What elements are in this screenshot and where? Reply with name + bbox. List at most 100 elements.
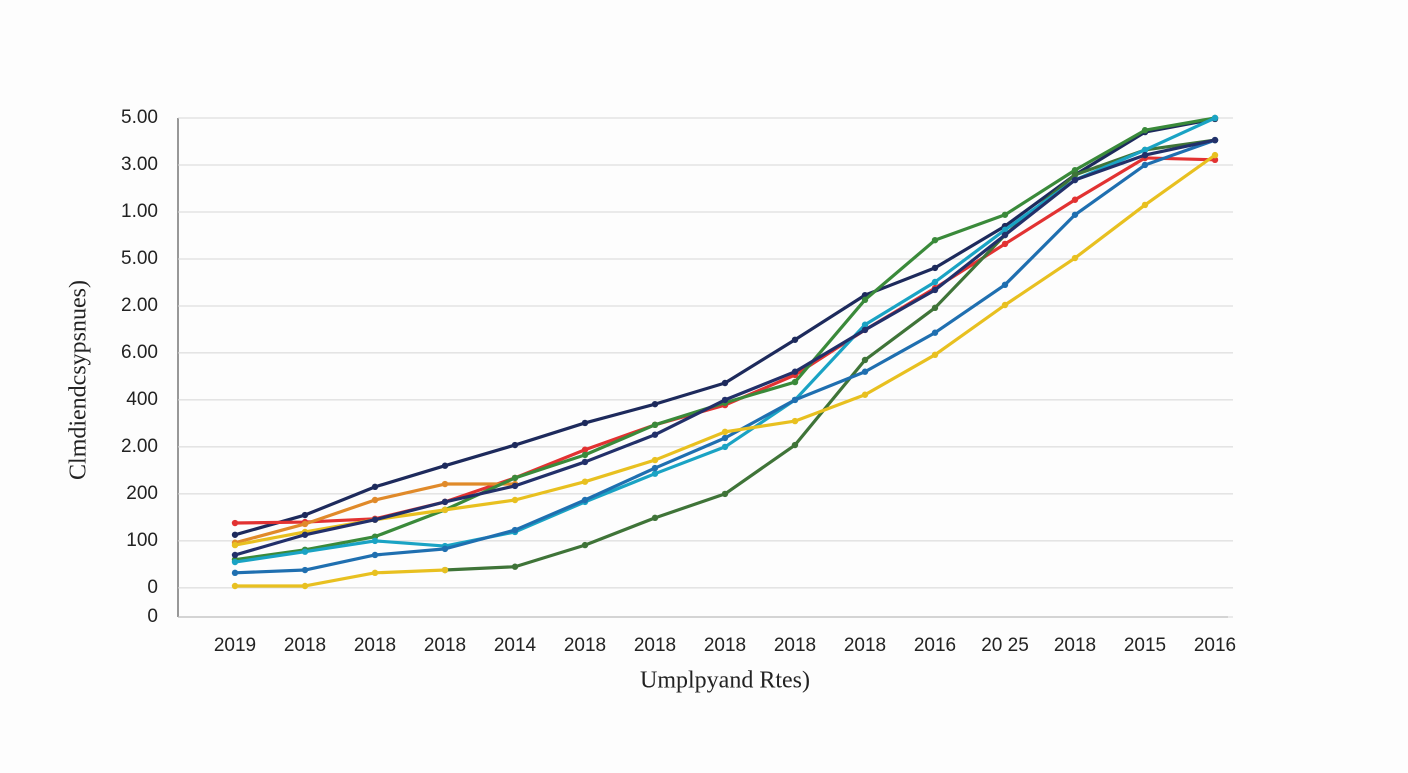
data-point	[1001, 231, 1009, 239]
y-axis-title: Clmdiendcsypsnues)	[66, 280, 92, 480]
data-point	[511, 441, 519, 449]
data-point	[581, 478, 589, 485]
x-tick-label: 20 25	[981, 635, 1029, 656]
data-point	[511, 474, 519, 482]
data-point	[861, 368, 869, 375]
data-point	[931, 236, 939, 244]
data-point	[1001, 226, 1009, 234]
data-point	[1071, 171, 1079, 179]
data-point	[1211, 151, 1219, 159]
x-tick-label: 2018	[634, 635, 676, 656]
data-point	[231, 569, 239, 577]
data-point	[721, 443, 729, 451]
data-point	[651, 421, 659, 429]
x-tick-label: 2018	[774, 635, 816, 656]
data-point	[931, 278, 939, 286]
data-point	[581, 419, 589, 427]
data-point	[931, 351, 939, 359]
data-point	[1001, 240, 1009, 248]
data-point	[441, 566, 449, 574]
data-point	[1141, 146, 1149, 154]
data-point	[1071, 196, 1079, 203]
y-tick-label: 400	[126, 389, 158, 410]
data-point	[931, 329, 939, 336]
data-point	[371, 537, 379, 545]
data-point	[791, 336, 799, 343]
y-tick-label: 2.00	[121, 436, 158, 457]
data-point	[1071, 254, 1079, 262]
data-point	[371, 551, 379, 559]
x-tick-label: 2016	[914, 635, 956, 656]
data-point	[231, 558, 239, 566]
y-tick-label: 0	[147, 577, 158, 598]
x-axis-title: Umplpyand Rtes)	[640, 668, 810, 694]
series-line	[235, 568, 446, 588]
data-point	[1141, 127, 1149, 134]
x-tick-label: 2019	[214, 635, 256, 656]
y-tick-label: 5.00	[121, 107, 158, 128]
data-point	[1211, 114, 1219, 122]
x-tick-label: 2018	[704, 635, 746, 656]
data-point	[651, 514, 659, 522]
data-point	[441, 506, 449, 514]
x-tick-label: 2018	[354, 635, 396, 656]
data-point	[1141, 151, 1149, 159]
series-line	[234, 153, 1216, 547]
data-point	[511, 496, 519, 504]
data-point	[371, 483, 379, 491]
x-tick-label: 2016	[1194, 635, 1236, 656]
data-point	[231, 551, 239, 559]
data-point	[931, 286, 939, 294]
data-point	[721, 379, 729, 387]
data-point	[581, 451, 589, 459]
x-tick-label: 2018	[284, 635, 326, 656]
data-point	[231, 541, 239, 549]
data-point	[511, 563, 519, 570]
data-point	[231, 519, 239, 527]
data-point	[651, 470, 659, 477]
data-point	[371, 569, 379, 577]
data-point	[721, 490, 729, 498]
data-point	[721, 428, 729, 436]
data-point	[1071, 166, 1079, 174]
data-point	[651, 431, 659, 438]
data-point	[651, 464, 659, 472]
data-point	[371, 496, 379, 504]
data-point	[651, 456, 659, 464]
series-line	[234, 156, 1216, 525]
y-tick-label: 2.00	[121, 295, 158, 316]
data-point	[511, 482, 519, 490]
data-point	[721, 396, 729, 404]
data-point	[791, 417, 799, 425]
y-tick-label: 6.00	[121, 342, 158, 363]
x-tick-label: 2018	[424, 635, 466, 656]
data-point	[441, 498, 449, 506]
x-tick-label: 2018	[564, 635, 606, 656]
data-point	[1141, 201, 1149, 209]
data-point	[371, 516, 379, 523]
data-point	[861, 321, 869, 328]
data-point	[441, 480, 449, 488]
data-point	[1071, 176, 1079, 184]
data-point	[581, 458, 589, 466]
x-tick-label: 2018	[1054, 635, 1096, 656]
y-tick-label: 3.00	[121, 154, 158, 175]
data-point	[301, 531, 309, 538]
data-point	[1001, 281, 1009, 289]
data-point	[1141, 161, 1149, 169]
data-point	[301, 511, 309, 519]
data-point	[791, 378, 799, 386]
data-point	[721, 434, 729, 442]
data-point	[861, 356, 869, 364]
data-point	[1001, 211, 1009, 218]
data-point	[931, 304, 939, 312]
y-tick-label: 5.00	[121, 248, 158, 269]
data-point	[931, 264, 939, 272]
x-tick-label: 2014	[494, 635, 537, 656]
y-tick-label: 100	[126, 530, 158, 551]
y-tick-label: 1.00	[121, 201, 158, 222]
data-point	[301, 566, 309, 574]
data-point	[1071, 211, 1079, 218]
